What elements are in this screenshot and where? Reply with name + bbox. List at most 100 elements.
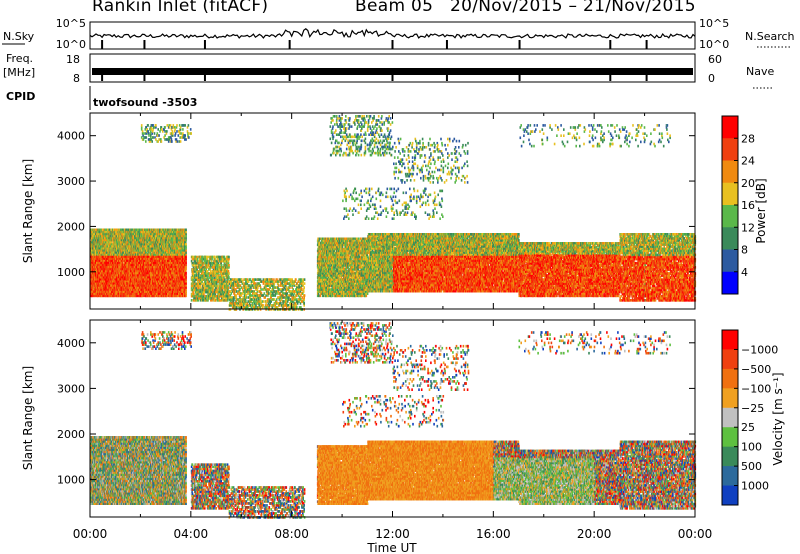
range-cell (117, 265, 119, 269)
range-cell (112, 278, 115, 281)
range-cell (95, 288, 98, 291)
range-cell (90, 228, 92, 232)
range-cell (95, 253, 97, 256)
nsky-tick-bottom: 10^0 (56, 38, 86, 51)
range-cell (117, 257, 120, 260)
range-cell (95, 259, 98, 262)
nave-label: Nave (746, 65, 774, 78)
range-cell (108, 228, 111, 232)
range-cell (100, 242, 103, 246)
range-cell (113, 257, 115, 260)
range-cell (112, 251, 115, 254)
range-cell (108, 282, 111, 285)
nave-tick-top: 60 (708, 53, 722, 66)
range-cell (90, 271, 92, 275)
range-cell (116, 255, 119, 258)
range-cell (101, 259, 103, 262)
range-cell (105, 230, 107, 234)
range-cell (103, 230, 105, 234)
range-cell (100, 278, 102, 281)
range-cell (101, 292, 104, 295)
range-cell (104, 234, 106, 238)
range-cell (91, 275, 93, 279)
nave-tick-bottom: 0 (708, 72, 715, 85)
range-cell (94, 261, 97, 265)
range-cell (104, 251, 106, 254)
range-cell (90, 288, 93, 291)
range-cell (99, 228, 101, 232)
range-cell (106, 234, 109, 238)
range-cell (108, 245, 110, 248)
range-cell (93, 294, 96, 298)
range-cell (118, 275, 120, 279)
range-cell (105, 257, 108, 260)
range-cell (138, 228, 140, 232)
range-cell (103, 236, 106, 240)
range-cell (94, 255, 96, 258)
range-cell (93, 275, 96, 279)
cpid-label: CPID (6, 90, 35, 103)
range-cell (93, 247, 95, 250)
range-cell (115, 228, 118, 232)
range-cell (116, 228, 119, 232)
range-cell (112, 249, 115, 252)
range-cell (101, 228, 104, 232)
range-cell (99, 284, 102, 287)
range-cell (91, 294, 94, 298)
range-cell (112, 269, 114, 273)
freq-tick-bottom: 8 (73, 72, 80, 85)
range-cell (96, 269, 98, 273)
range-cell (98, 263, 100, 267)
range-cell (108, 232, 111, 236)
nsky-label: N.Sky (3, 30, 35, 43)
range-cell (96, 238, 99, 242)
range-cell (96, 261, 98, 265)
range-cell (90, 261, 93, 265)
range-cell (105, 271, 108, 275)
range-cell (112, 292, 114, 295)
range-cell (106, 290, 109, 293)
range-cell (102, 294, 105, 298)
range-cell (94, 290, 97, 293)
range-cell (111, 230, 114, 234)
range-cell (113, 259, 116, 262)
range-cell (90, 236, 93, 240)
range-cell (92, 238, 95, 242)
range-cell (103, 259, 105, 262)
range-cell (114, 269, 116, 273)
range-cell (98, 286, 101, 289)
range-cell (115, 259, 117, 262)
nsky-tick-top: 10^5 (56, 17, 86, 30)
range-cell (113, 240, 115, 244)
range-cell (111, 247, 114, 250)
range-cell (97, 263, 99, 267)
range-cell (115, 257, 117, 260)
range-cell (96, 240, 98, 244)
range-cell (98, 278, 101, 281)
beam-label: Beam 05 (355, 0, 433, 16)
range-cell (118, 292, 120, 295)
range-cell (102, 257, 105, 260)
range-cell (90, 253, 93, 256)
range-cell (92, 288, 94, 291)
range-cell (109, 271, 111, 275)
range-cell (112, 271, 115, 275)
range-cell (108, 286, 110, 289)
range-cell (90, 249, 93, 252)
range-cell (96, 251, 99, 254)
range-cell (93, 232, 95, 236)
freq-unit: [MHz] (3, 66, 35, 79)
range-cell (116, 234, 118, 238)
range-cell (96, 280, 98, 283)
range-cell (117, 273, 119, 277)
range-cell (90, 265, 93, 269)
range-cell (103, 242, 106, 246)
range-cell (113, 234, 116, 238)
range-cell (97, 286, 100, 289)
range-cell (97, 265, 99, 269)
range-cell (116, 271, 119, 275)
range-cell (102, 261, 105, 265)
range-cell (109, 282, 112, 285)
range-cell (105, 249, 107, 252)
